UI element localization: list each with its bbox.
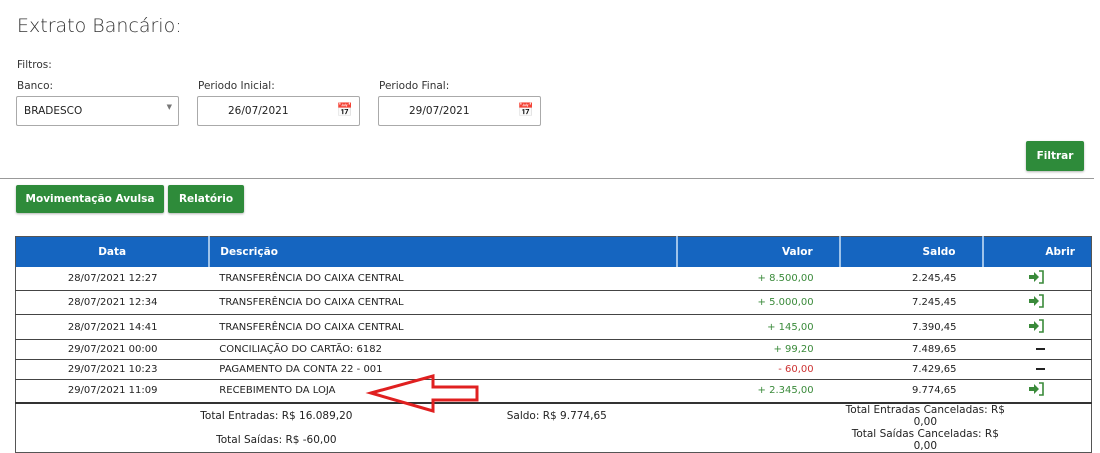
start-date-input[interactable]: 26/07/2021 📅: [197, 96, 360, 126]
table-row: 28/07/2021 12:27 TRANSFERÊNCIA DO CAIXA …: [15, 266, 1092, 291]
enter-icon[interactable]: [1028, 269, 1045, 287]
chevron-down-icon: ▼: [166, 103, 172, 111]
enter-icon[interactable]: [1028, 294, 1045, 311]
calendar-icon[interactable]: 📅: [336, 103, 353, 118]
cancelled-entries: Total Entradas Canceladas: R$ 0,00: [845, 403, 1005, 428]
row-description: TRANSFERÊNCIA DO CAIXA CENTRAL: [209, 266, 677, 291]
movimentacao-avulsa-button[interactable]: Movimentação Avulsa: [16, 185, 164, 213]
table-row: 29/07/2021 11:09 RECEBIMENTO DA LOJA + 2…: [15, 379, 1092, 403]
row-value: + 99,20: [676, 339, 840, 360]
total-exits: Total Saídas: R$ -60,00: [216, 433, 337, 446]
row-balance: 7.429,65: [839, 359, 983, 380]
header-balance: Saldo: [839, 236, 984, 267]
row-balance: 2.245,45: [839, 266, 983, 291]
row-open: [982, 339, 1092, 360]
row-open: [982, 359, 1092, 380]
row-date: 28/07/2021 12:34: [15, 290, 210, 315]
final-balance: Saldo: R$ 9.774,65: [506, 409, 607, 422]
row-value: + 2.345,00: [676, 379, 840, 403]
row-date: 29/07/2021 00:00: [15, 339, 210, 360]
row-description: CONCILIAÇÃO DO CARTÃO: 6182: [209, 339, 677, 360]
filters-heading: Filtros:: [17, 59, 52, 71]
total-entries: Total Entradas: R$ 16.089,20: [200, 409, 353, 422]
row-date: 29/07/2021 10:23: [15, 359, 210, 380]
row-value: + 5.000,00: [676, 290, 840, 315]
end-date-label: Periodo Final:: [379, 80, 450, 92]
row-open[interactable]: [982, 314, 1092, 340]
row-balance: 7.489,65: [839, 339, 983, 360]
bank-select-value: BRADESCO: [24, 105, 83, 117]
table-row: 28/07/2021 12:34 TRANSFERÊNCIA DO CAIXA …: [15, 290, 1092, 315]
filter-button[interactable]: Filtrar: [1026, 141, 1084, 171]
row-date: 28/07/2021 12:27: [15, 266, 210, 291]
header-date: Data: [15, 236, 211, 267]
start-date-value: 26/07/2021: [228, 105, 289, 117]
enter-icon[interactable]: [1028, 382, 1045, 399]
row-value: - 60,00: [676, 359, 840, 380]
row-date: 28/07/2021 14:41: [15, 314, 210, 340]
header-open: Abrir: [982, 236, 1092, 267]
bank-label: Banco:: [17, 80, 54, 92]
row-balance: 9.774,65: [839, 379, 983, 403]
row-value: + 8.500,00: [676, 266, 840, 291]
cancelled-exits: Total Saídas Canceladas: R$ 0,00: [851, 427, 999, 452]
dash-icon: [1036, 348, 1045, 350]
row-value: + 145,00: [676, 314, 840, 340]
row-open[interactable]: [982, 266, 1092, 291]
row-open[interactable]: [982, 290, 1092, 315]
header-value: Valor: [676, 236, 841, 267]
divider: [0, 178, 1094, 179]
table-row: 29/07/2021 10:23 PAGAMENTO DA CONTA 22 -…: [15, 359, 1092, 380]
row-open[interactable]: [982, 379, 1092, 403]
page-title: Extrato Bancário:: [17, 15, 182, 37]
end-date-value: 29/07/2021: [409, 105, 470, 117]
bank-select[interactable]: BRADESCO ▼: [16, 96, 179, 126]
row-balance: 7.390,45: [839, 314, 983, 340]
table-row: 28/07/2021 14:41 TRANSFERÊNCIA DO CAIXA …: [15, 314, 1092, 340]
row-date: 29/07/2021 11:09: [15, 379, 210, 403]
relatorio-button[interactable]: Relatório: [168, 185, 244, 213]
table-row: 29/07/2021 00:00 CONCILIAÇÃO DO CARTÃO: …: [15, 339, 1092, 360]
statement-table: Data Descrição Valor Saldo Abrir 28/07/2…: [15, 236, 1092, 453]
start-date-label: Periodo Inicial:: [198, 80, 275, 92]
annotation-arrow: [365, 374, 479, 413]
dash-icon: [1036, 368, 1045, 370]
row-description: TRANSFERÊNCIA DO CAIXA CENTRAL: [209, 290, 677, 315]
row-description: PAGAMENTO DA CONTA 22 - 001: [209, 359, 677, 380]
row-description: RECEBIMENTO DA LOJA: [209, 379, 677, 403]
calendar-icon[interactable]: 📅: [517, 103, 534, 118]
row-description: TRANSFERÊNCIA DO CAIXA CENTRAL: [209, 314, 677, 340]
enter-icon[interactable]: [1028, 318, 1045, 336]
row-balance: 7.245,45: [839, 290, 983, 315]
header-description: Descrição: [209, 236, 678, 267]
end-date-input[interactable]: 29/07/2021 📅: [378, 96, 541, 126]
